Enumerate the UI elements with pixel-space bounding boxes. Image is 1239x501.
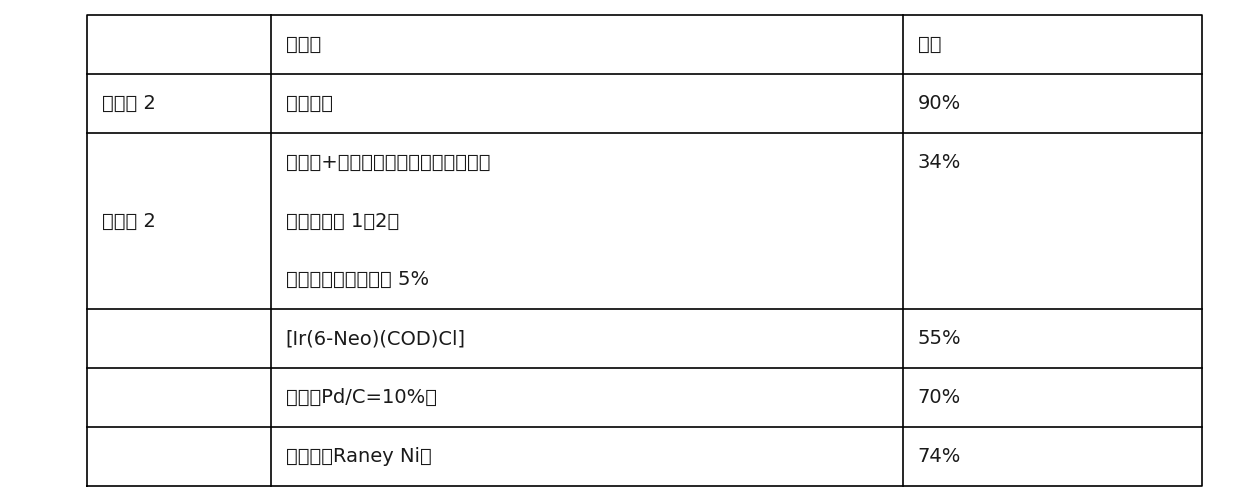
Text: 的摩尔比为 1：2）: 的摩尔比为 1：2） — [285, 211, 399, 230]
Text: 34%: 34% — [918, 153, 961, 172]
Text: 90%: 90% — [918, 94, 961, 113]
Text: 氯化铁+氢化铝锂（氯化铁：氢化铝锂: 氯化铁+氢化铝锂（氯化铁：氢化铝锂 — [285, 153, 491, 172]
Text: 74%: 74% — [918, 447, 961, 466]
Text: 70%: 70% — [918, 388, 961, 407]
Text: 55%: 55% — [918, 329, 961, 348]
Text: 雷尼镍（Raney Ni）: 雷尼镍（Raney Ni） — [285, 447, 431, 466]
Text: 二氧化铂: 二氧化铂 — [285, 94, 332, 113]
Text: 对比例 2: 对比例 2 — [102, 211, 155, 230]
Text: [Ir(6-Neo)(COD)Cl]: [Ir(6-Neo)(COD)Cl] — [285, 329, 466, 348]
Text: 氯化铁相对于原料的 5%: 氯化铁相对于原料的 5% — [285, 270, 429, 289]
Text: 催化剂: 催化剂 — [285, 35, 321, 54]
Text: 实施例 2: 实施例 2 — [102, 94, 155, 113]
Text: 钯碳（Pd/C=10%）: 钯碳（Pd/C=10%） — [285, 388, 436, 407]
Text: 收率: 收率 — [918, 35, 942, 54]
